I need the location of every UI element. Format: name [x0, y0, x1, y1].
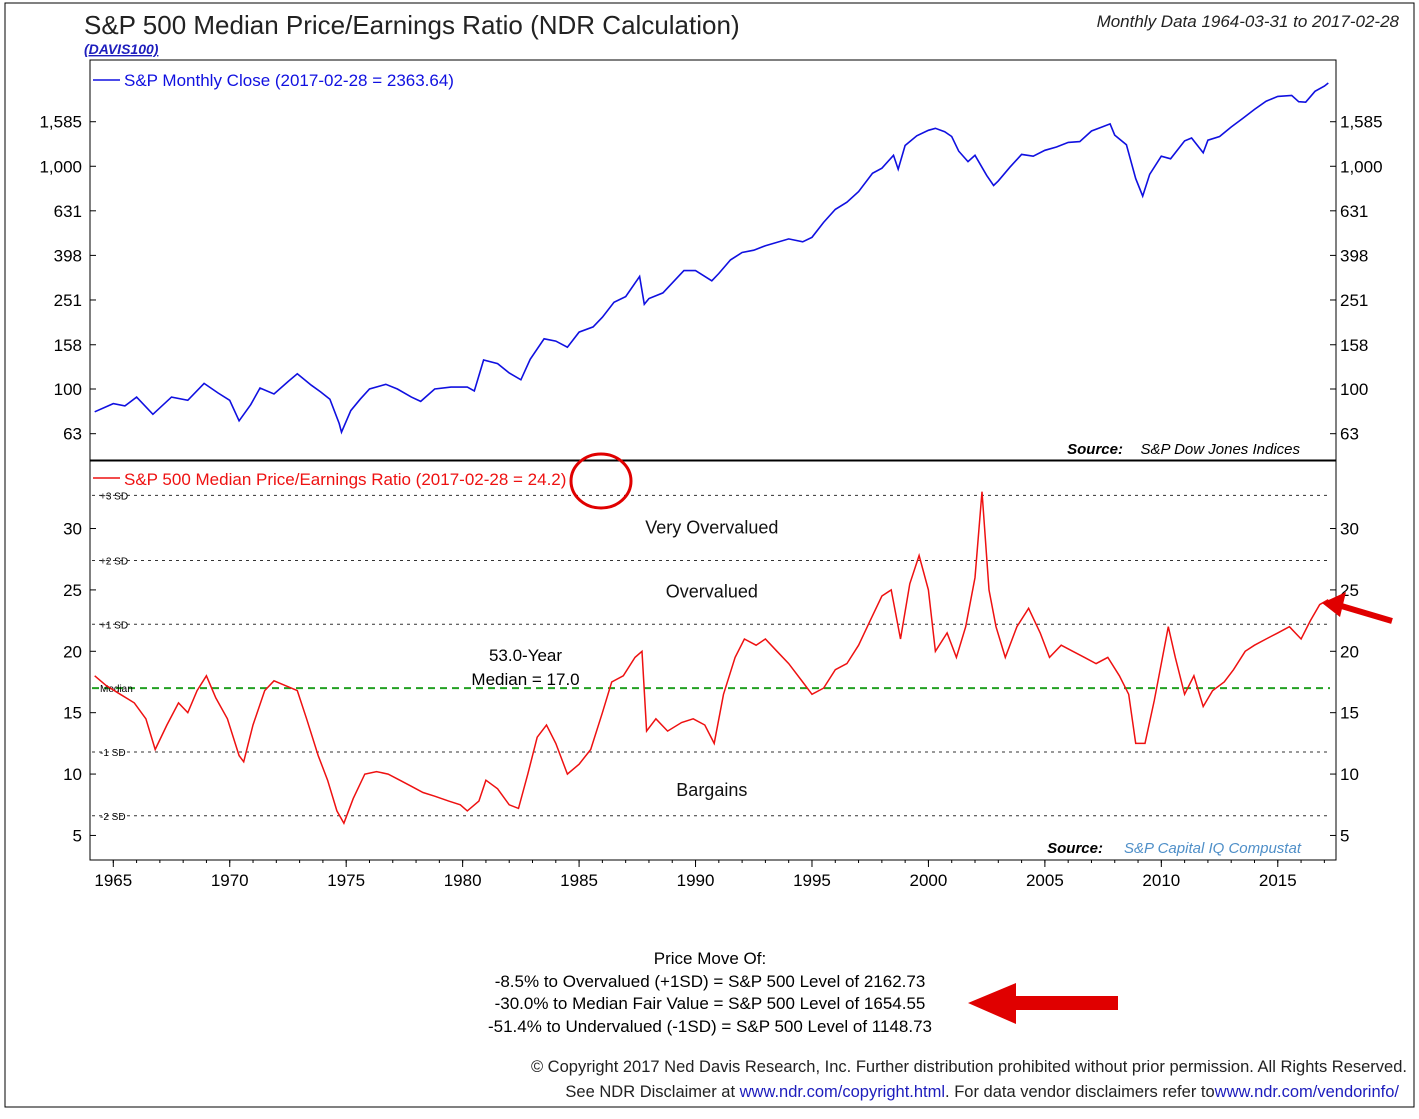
pe-source-name: S&P Capital IQ Compustat [1124, 840, 1302, 857]
price-tick-right-label: 1,000 [1340, 157, 1383, 176]
price-move-title: Price Move Of: [654, 949, 766, 968]
pe-tick-left-label: 20 [63, 642, 82, 661]
price-tick-right-label: 631 [1340, 202, 1368, 221]
x-tick-label: 2000 [910, 871, 948, 890]
price-tick-left-label: 1,585 [39, 113, 82, 132]
pe-tick-right-label: 10 [1340, 765, 1359, 784]
sd-label: +2 SD [100, 556, 128, 567]
price-legend-label: S&P Monthly Close (2017-02-28 = 2363.64) [124, 71, 454, 90]
median-fair-value-arrow [968, 983, 1118, 1024]
x-tick-label: 1980 [444, 871, 482, 890]
x-tick-label: 1970 [211, 871, 249, 890]
price-series-line [94, 82, 1329, 435]
price-tick-right-label: 1,585 [1340, 113, 1383, 132]
zone-label: Overvalued [666, 581, 758, 601]
pe-tick-right-label: 20 [1340, 642, 1359, 661]
sd-label: -1 SD [100, 748, 126, 759]
sd-label: Median [100, 684, 133, 695]
x-tick-label: 2010 [1142, 871, 1180, 890]
price-tick-right-label: 63 [1340, 425, 1359, 444]
sd-label: -2 SD [100, 812, 126, 823]
x-tick-label: 1965 [94, 871, 132, 890]
price-tick-right-label: 398 [1340, 246, 1368, 265]
pe-tick-left-label: 10 [63, 765, 82, 784]
chart-code: (DAVIS100) [84, 41, 159, 57]
pe-tick-right-label: 30 [1340, 520, 1359, 539]
price-move-overvalued: -8.5% to Overvalued (+1SD) = S&P 500 Lev… [495, 972, 926, 991]
x-tick-label: 2005 [1026, 871, 1064, 890]
price-move-undervalued: -51.4% to Undervalued (-1SD) = S&P 500 L… [488, 1017, 932, 1036]
price-tick-left-label: 1,000 [39, 157, 82, 176]
copyright-notice: © Copyright 2017 Ned Davis Research, Inc… [531, 1058, 1407, 1076]
x-tick-label: 1985 [560, 871, 598, 890]
pe-series-line [94, 491, 1329, 825]
copyright-link[interactable]: www.ndr.com/copyright.html [739, 1083, 945, 1101]
price-tick-left-label: 100 [54, 380, 82, 399]
pe-tick-left-label: 15 [63, 704, 82, 723]
pe-panel-frame [89, 460, 1337, 861]
sd-label: +1 SD [100, 620, 128, 631]
zone-label: Bargains [676, 780, 747, 800]
sd-reference-lines: +3 SD +2 SD +1 SD Median -1 SD -2 SD [92, 491, 1330, 823]
sd-label: +3 SD [100, 491, 128, 502]
outer-frame [4, 2, 1415, 1108]
price-tick-right-label: 251 [1340, 291, 1368, 310]
price-tick-left-label: 158 [54, 336, 82, 355]
chart-title: S&P 500 Median Price/Earnings Ratio (NDR… [84, 10, 740, 40]
price-tick-left-label: 251 [54, 291, 82, 310]
disclaimer-mid: . For data vendor disclaimers refer to [945, 1083, 1215, 1101]
median-note-years: 53.0-Year [489, 646, 562, 665]
price-axis: 63 63 100 100 158 158 251 251 398 398 631 631 1,000 1… [39, 113, 1382, 444]
price-source-label: Source: [1067, 441, 1123, 458]
median-note-value: Median = 17.0 [471, 670, 579, 689]
pe-tick-left-label: 30 [63, 520, 82, 539]
price-tick-left-label: 63 [63, 425, 82, 444]
price-move-median: -30.0% to Median Fair Value = S&P 500 Le… [495, 994, 926, 1013]
zone-label: Very Overvalued [645, 517, 778, 537]
pe-tick-left-label: 25 [63, 581, 82, 600]
x-tick-label: 2015 [1259, 871, 1297, 890]
price-tick-right-label: 100 [1340, 380, 1368, 399]
x-axis-years: 1965 1970 1975 1980 1985 1990 1995 2000 2005 2010… [94, 860, 1325, 890]
price-tick-left-label: 398 [54, 246, 82, 265]
pe-legend-label: S&P 500 Median Price/Earnings Ratio (201… [124, 470, 566, 489]
valuation-zone-labels: Very Overvalued Overvalued Bargains [645, 517, 778, 800]
data-range: Monthly Data 1964-03-31 to 2017-02-28 [1097, 12, 1400, 31]
pe-tick-left-label: 5 [73, 826, 82, 845]
pe-tick-right-label: 5 [1340, 826, 1349, 845]
x-tick-label: 1975 [327, 871, 365, 890]
x-tick-label: 1990 [677, 871, 715, 890]
current-pe-arrow [1322, 592, 1393, 624]
current-value-highlight-circle [569, 452, 633, 510]
price-source-name: S&P Dow Jones Indices [1140, 441, 1300, 458]
pe-tick-right-label: 15 [1340, 704, 1359, 723]
pe-source-label: Source: [1047, 840, 1103, 857]
vendor-info-link[interactable]: www.ndr.com/vendorinfo/ [1214, 1083, 1400, 1101]
price-tick-left-label: 631 [54, 202, 82, 221]
price-tick-right-label: 158 [1340, 336, 1368, 355]
x-tick-label: 1995 [793, 871, 831, 890]
disclaimer-line: See NDR Disclaimer at www.ndr.com/copyri… [565, 1083, 1399, 1101]
price-panel-frame [89, 59, 1337, 461]
disclaimer-prefix: See NDR Disclaimer at [565, 1083, 739, 1101]
